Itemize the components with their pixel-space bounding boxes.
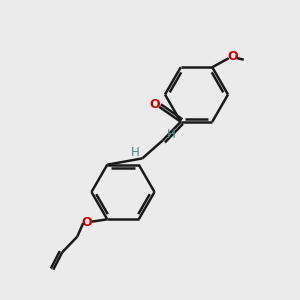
Text: H: H [167, 128, 176, 142]
Text: O: O [227, 50, 238, 63]
Text: O: O [149, 98, 160, 111]
Text: H: H [130, 146, 139, 159]
Text: O: O [82, 216, 92, 229]
